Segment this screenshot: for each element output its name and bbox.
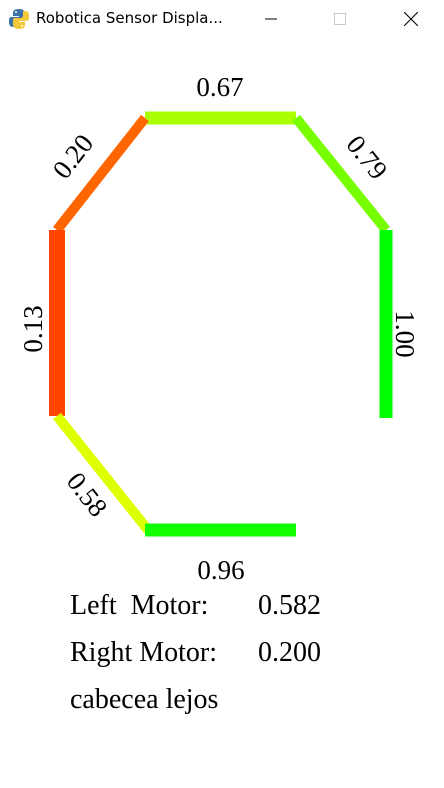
close-icon [404,12,418,26]
right-motor-label: Right Motor: [70,637,218,668]
sensor-label-right: 1.00 [390,310,420,357]
sensor-bar-top-right [292,114,390,234]
sensor-canvas: 0.67 0.79 1.00 0.20 0.13 0.58 0.96 Left … [0,38,444,788]
sensor-label-left: 0.13 [18,305,48,352]
left-motor-value: 0.582 [258,590,321,621]
left-motor-label: Left Motor: [70,590,209,621]
sensor-bar-top-left [53,114,149,234]
title-bar[interactable]: Robotica Sensor Displa... [0,0,444,38]
python-icon [9,9,29,29]
close-button[interactable] [388,0,434,38]
sensor-label-bottom: 0.96 [197,555,244,585]
maximize-button[interactable] [317,0,363,38]
sensor-bar-bottom-left [53,412,152,534]
sensor-label-top-left: 0.20 [47,129,100,185]
status-message: cabecea lejos [70,684,219,715]
sensor-label-top: 0.67 [196,72,243,102]
minimize-icon [265,18,277,20]
right-motor-value: 0.200 [258,637,321,668]
sensor-ring: 0.67 0.79 1.00 0.20 0.13 0.58 0.96 [18,72,420,585]
minimize-button[interactable] [248,0,294,38]
window-title: Robotica Sensor Displa... [36,9,223,27]
maximize-icon [334,13,346,25]
